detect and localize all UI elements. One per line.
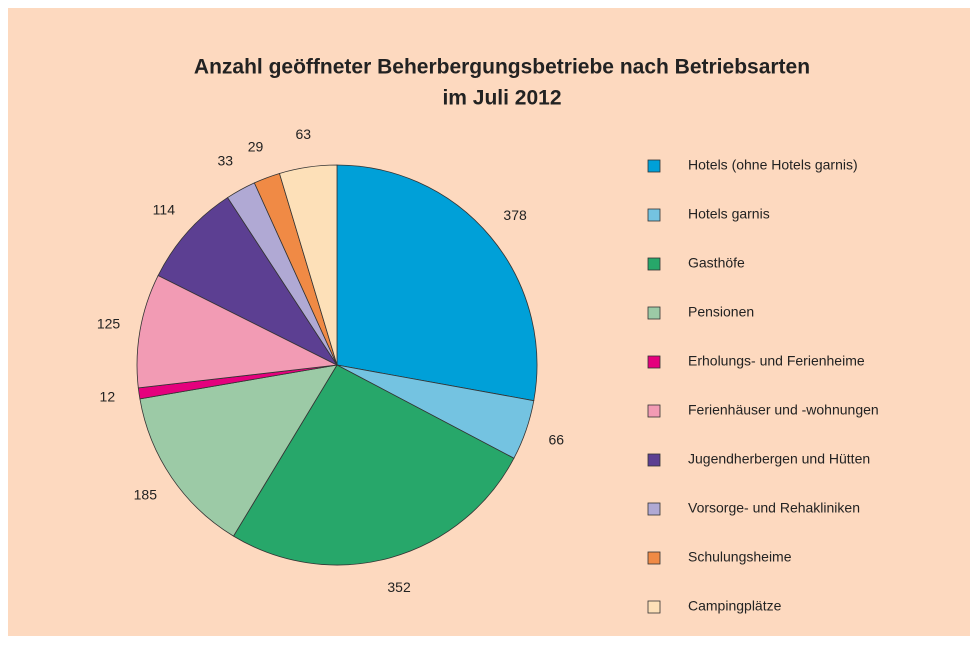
legend-label: Erholungs- und Ferienheime <box>688 353 865 369</box>
legend-swatch <box>647 600 661 614</box>
legend-swatch <box>647 257 661 271</box>
legend-swatch <box>647 208 661 222</box>
legend-swatch <box>647 355 661 369</box>
pie-slice <box>232 364 515 566</box>
data-label: 352 <box>387 579 411 595</box>
chart-title: Anzahl geöffneter Beherbergungsbetriebe … <box>194 56 810 79</box>
pie-slice <box>139 364 338 537</box>
legend-label: Vorsorge- und Rehakliniken <box>688 500 860 516</box>
legend-label: Schulungsheime <box>688 549 792 565</box>
data-label: 114 <box>153 201 176 217</box>
data-label: 185 <box>134 486 158 502</box>
legend-label: Pensionen <box>688 304 754 320</box>
legend-label: Jugendherbergen und Hütten <box>688 451 870 467</box>
pie-slice <box>336 164 538 402</box>
data-label: 125 <box>97 315 121 331</box>
data-label: 63 <box>295 126 311 142</box>
legend-label: Hotels garnis <box>688 206 770 222</box>
data-label: 33 <box>218 152 234 168</box>
legend-swatch <box>647 306 661 320</box>
pie-slice <box>157 197 339 367</box>
legend-swatch <box>647 453 661 467</box>
legend-label: Ferienhäuser und -wohnungen <box>688 402 879 418</box>
data-label: 12 <box>100 389 116 405</box>
pie-slice <box>136 274 339 389</box>
legend-swatch <box>647 502 661 516</box>
legend-label: Hotels (ohne Hotels garnis) <box>688 157 858 173</box>
legend-swatch <box>647 404 661 418</box>
legend-label: Campingplätze <box>688 598 782 614</box>
legend-label: Gasthöfe <box>688 255 745 271</box>
chart-title: im Juli 2012 <box>442 87 561 110</box>
data-label: 378 <box>503 207 527 223</box>
pie-slice <box>278 164 338 366</box>
data-label: 29 <box>248 138 264 154</box>
legend-swatch <box>647 159 661 173</box>
legend-swatch <box>647 551 661 565</box>
data-label: 66 <box>549 431 565 447</box>
